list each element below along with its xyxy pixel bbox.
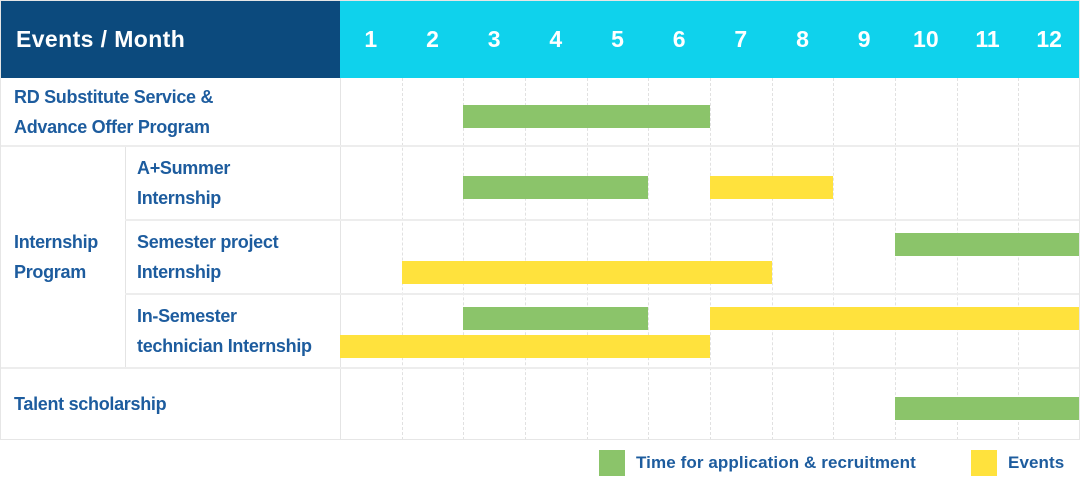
- month-grid-line: [710, 78, 711, 440]
- month-header-7: 7: [734, 25, 748, 52]
- row-label-line: technician Internship: [137, 336, 312, 356]
- row-label-line: Talent scholarship: [14, 394, 167, 414]
- legend-item-events: Events: [971, 450, 1064, 476]
- gantt-bar-application: [895, 233, 1080, 256]
- month-header-12: 12: [1036, 25, 1062, 52]
- month-header-3: 3: [487, 25, 501, 52]
- row-label-line: Advance Offer Program: [14, 117, 210, 137]
- month-header-8: 8: [796, 25, 809, 52]
- month-grid-line: [833, 78, 835, 440]
- gantt-bar-event: [340, 335, 710, 358]
- month-grid-line: [771, 78, 773, 440]
- group-label-internship-program: Internship Program: [0, 146, 125, 368]
- legend-label: Time for application & recruitment: [636, 453, 916, 472]
- row-label-in-semester-technician-internship: In-Semester technician Internship: [125, 294, 340, 368]
- row-label-rd-substitute: RD Substitute Service & Advance Offer Pr…: [0, 78, 340, 146]
- row-label-semester-project-internship: Semester project Internship: [125, 220, 340, 294]
- month-grid-line: [401, 78, 403, 440]
- month-header-2: 2: [426, 25, 439, 52]
- month-header-11: 11: [975, 25, 1000, 52]
- gantt-bar-application: [463, 175, 649, 199]
- month-header-6: 6: [672, 25, 686, 52]
- gantt-bar-application: [463, 307, 649, 330]
- month-grid-line: [956, 78, 958, 440]
- row-label-line: RD Substitute Service &: [14, 87, 214, 107]
- corner-header-title: Events / Month: [16, 25, 186, 52]
- month-grid-line: [463, 78, 465, 440]
- month-header-4: 4: [549, 25, 563, 52]
- month-header-1: 1: [364, 25, 378, 52]
- group-label-line: Program: [14, 262, 86, 282]
- gantt-bar-event: [710, 175, 834, 199]
- corner-header-cell: Events / Month: [0, 0, 340, 78]
- row-label-line: Internship: [137, 262, 222, 282]
- gantt-bar-event: [401, 261, 772, 284]
- legend-item-application: Time for application & recruitment: [599, 450, 916, 476]
- month-grid-line: [1018, 78, 1020, 440]
- row-label-line: A+Summer: [137, 158, 231, 178]
- application-color-swatch: [599, 450, 625, 476]
- month-grid-line: [648, 78, 650, 440]
- month-header-9: 9: [857, 25, 871, 52]
- gantt-bar-application: [895, 396, 1080, 420]
- legend: Time for application & recruitment Event…: [0, 440, 1080, 494]
- month-header-5: 5: [611, 25, 624, 52]
- month-grid-line: [586, 78, 588, 440]
- row-label-a-summer-internship: A+Summer Internship: [125, 146, 340, 220]
- row-label-line: Internship: [137, 188, 222, 208]
- month-grid-line: [525, 78, 526, 440]
- legend-label: Events: [1008, 453, 1065, 472]
- column-divider: [340, 78, 341, 440]
- month-grid-line: [895, 78, 896, 440]
- events-color-swatch: [971, 450, 997, 476]
- row-label-line: In-Semester: [137, 306, 237, 326]
- month-header-row: 1 2 3 4 5 6 7 8 9 10 11 12: [340, 0, 1080, 78]
- row-label-line: Semester project: [137, 232, 279, 252]
- gantt-bar-application: [463, 104, 710, 128]
- row-label-talent-scholarship: Talent scholarship: [0, 368, 340, 440]
- month-header-10: 10: [913, 25, 939, 52]
- gantt-bar-event: [710, 307, 1080, 330]
- group-label-line: Internship: [14, 232, 99, 252]
